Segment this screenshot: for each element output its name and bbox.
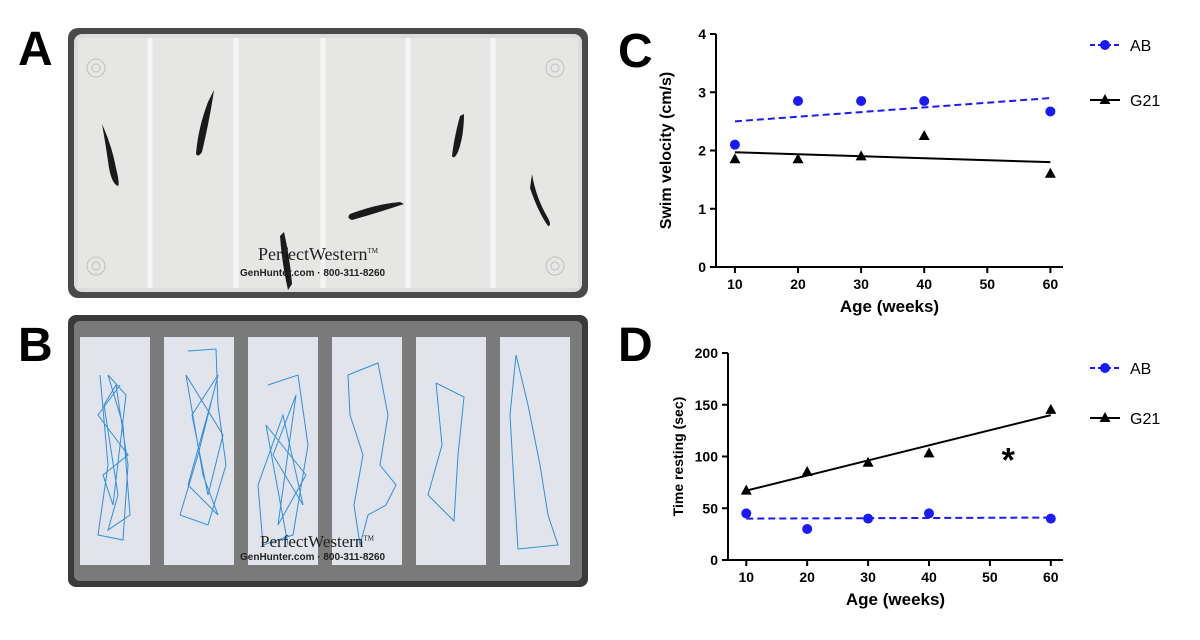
data-point-g21 [923, 447, 935, 458]
data-point-g21 [792, 153, 804, 164]
data-point-g21 [855, 150, 867, 161]
fish-tank-photo [68, 28, 588, 298]
track-4 [347, 362, 397, 546]
y-tick-label: 1 [698, 201, 706, 217]
y-tick-label: 50 [702, 500, 718, 516]
data-point-g21 [1045, 403, 1057, 414]
panel-a-brand: PerfectWesternTM [258, 244, 378, 265]
swim-track-photo [68, 315, 588, 587]
y-tick-label: 3 [698, 84, 706, 100]
x-tick-label: 30 [853, 276, 869, 292]
panel-a-contact: GenHunter.com · 800-311-8260 [240, 268, 386, 279]
data-point-g21 [862, 456, 874, 467]
panel-b-brand: PerfectWesternTM [260, 532, 374, 552]
panel-a-brand-tm: TM [367, 247, 379, 255]
data-point-g21 [1044, 167, 1056, 178]
panel-d-letter: D [618, 319, 653, 372]
legend-marker-ab [1100, 363, 1110, 373]
chart-c: 0 1 2 3 4 10 20 30 40 50 60 Age (weeks) Swim velocit… [600, 20, 1190, 320]
x-tick-label: 30 [860, 569, 876, 585]
x-axis-title: Age (weeks) [840, 297, 939, 316]
chart-d-svg: 0 50 100 150 200 10 20 30 40 50 60 Age (weeks) Time … [670, 345, 1160, 609]
x-tick-label: 10 [738, 569, 754, 585]
y-tick-label: 200 [695, 345, 719, 361]
x-tick-label: 50 [980, 276, 996, 292]
legend-label-g21: G21 [1130, 93, 1160, 110]
x-tick-label: 40 [916, 276, 932, 292]
fit-line-g21 [746, 414, 1052, 492]
x-tick-label: 20 [790, 276, 806, 292]
x-tick-label: 60 [1043, 569, 1059, 585]
y-tick-label: 0 [698, 259, 706, 275]
data-point-g21 [801, 466, 813, 477]
track-1 [97, 374, 131, 541]
fish-6 [280, 232, 292, 290]
x-tick-label: 60 [1043, 276, 1059, 292]
data-point-ab [802, 523, 813, 534]
fit-line-ab [734, 97, 1051, 123]
significance-annotation: * [1002, 441, 1016, 479]
y-tick-label: 100 [695, 449, 719, 465]
data-point-ab [1045, 513, 1056, 524]
y-tick-label: 0 [710, 552, 718, 568]
x-tick-label: 10 [727, 276, 743, 292]
panel-a-letter: A [18, 23, 53, 76]
fish-1 [102, 124, 119, 186]
y-tick-label: 150 [695, 397, 719, 413]
panel-b-contact: GenHunter.com · 800-311-8260 [240, 552, 386, 563]
data-point-ab [863, 513, 874, 524]
data-point-ab [729, 139, 740, 150]
data-point-ab [924, 508, 934, 519]
data-point-g21 [918, 129, 930, 140]
panel-b-brand-name: PerfectWestern [260, 532, 364, 551]
legend-label-ab: AB [1130, 361, 1151, 378]
track-3 [257, 374, 309, 546]
legend-label-ab: AB [1130, 38, 1151, 55]
legend-marker-g21 [1099, 412, 1111, 422]
data-point-g21 [729, 153, 741, 164]
panel-b-brand-tm: TM [363, 534, 374, 543]
fish-5 [530, 174, 550, 226]
panel-a-brand-name: PerfectWestern [258, 244, 368, 264]
legend-marker-g21 [1099, 94, 1111, 104]
data-point-ab [793, 95, 804, 106]
y-tick-label: 4 [698, 26, 706, 42]
legend-marker-ab [1100, 40, 1110, 50]
panel-b-letter: B [18, 319, 53, 372]
y-axis-title: Swim velocity (cm/s) [658, 72, 675, 229]
x-tick-label: 40 [921, 569, 937, 585]
data-point-ab [741, 508, 752, 519]
fit-line-ab [746, 516, 1051, 520]
track-5 [427, 382, 465, 523]
x-axis-title: Age (weeks) [846, 590, 945, 609]
data-point-ab [919, 95, 930, 106]
track-6 [509, 354, 559, 550]
panel-c-letter: C [618, 25, 653, 78]
fish-4 [348, 202, 404, 220]
data-point-g21 [740, 484, 752, 495]
y-tick-label: 2 [698, 143, 706, 159]
data-point-ab [1045, 106, 1056, 117]
x-tick-label: 50 [982, 569, 998, 585]
fish-3 [452, 114, 464, 158]
track-2 [179, 348, 227, 526]
chart-c-svg: 0 1 2 3 4 10 20 30 40 50 60 Age (weeks) Swim velocit… [658, 26, 1160, 316]
fish-2 [196, 90, 214, 156]
data-point-ab [856, 95, 867, 106]
fit-line-g21 [734, 151, 1051, 164]
y-axis-title: Time resting (sec) [670, 397, 686, 517]
x-tick-label: 20 [799, 569, 815, 585]
legend-label-g21: G21 [1130, 411, 1160, 428]
chart-d: 0 50 100 150 200 10 20 30 40 50 60 Age (weeks) Time … [600, 335, 1190, 635]
